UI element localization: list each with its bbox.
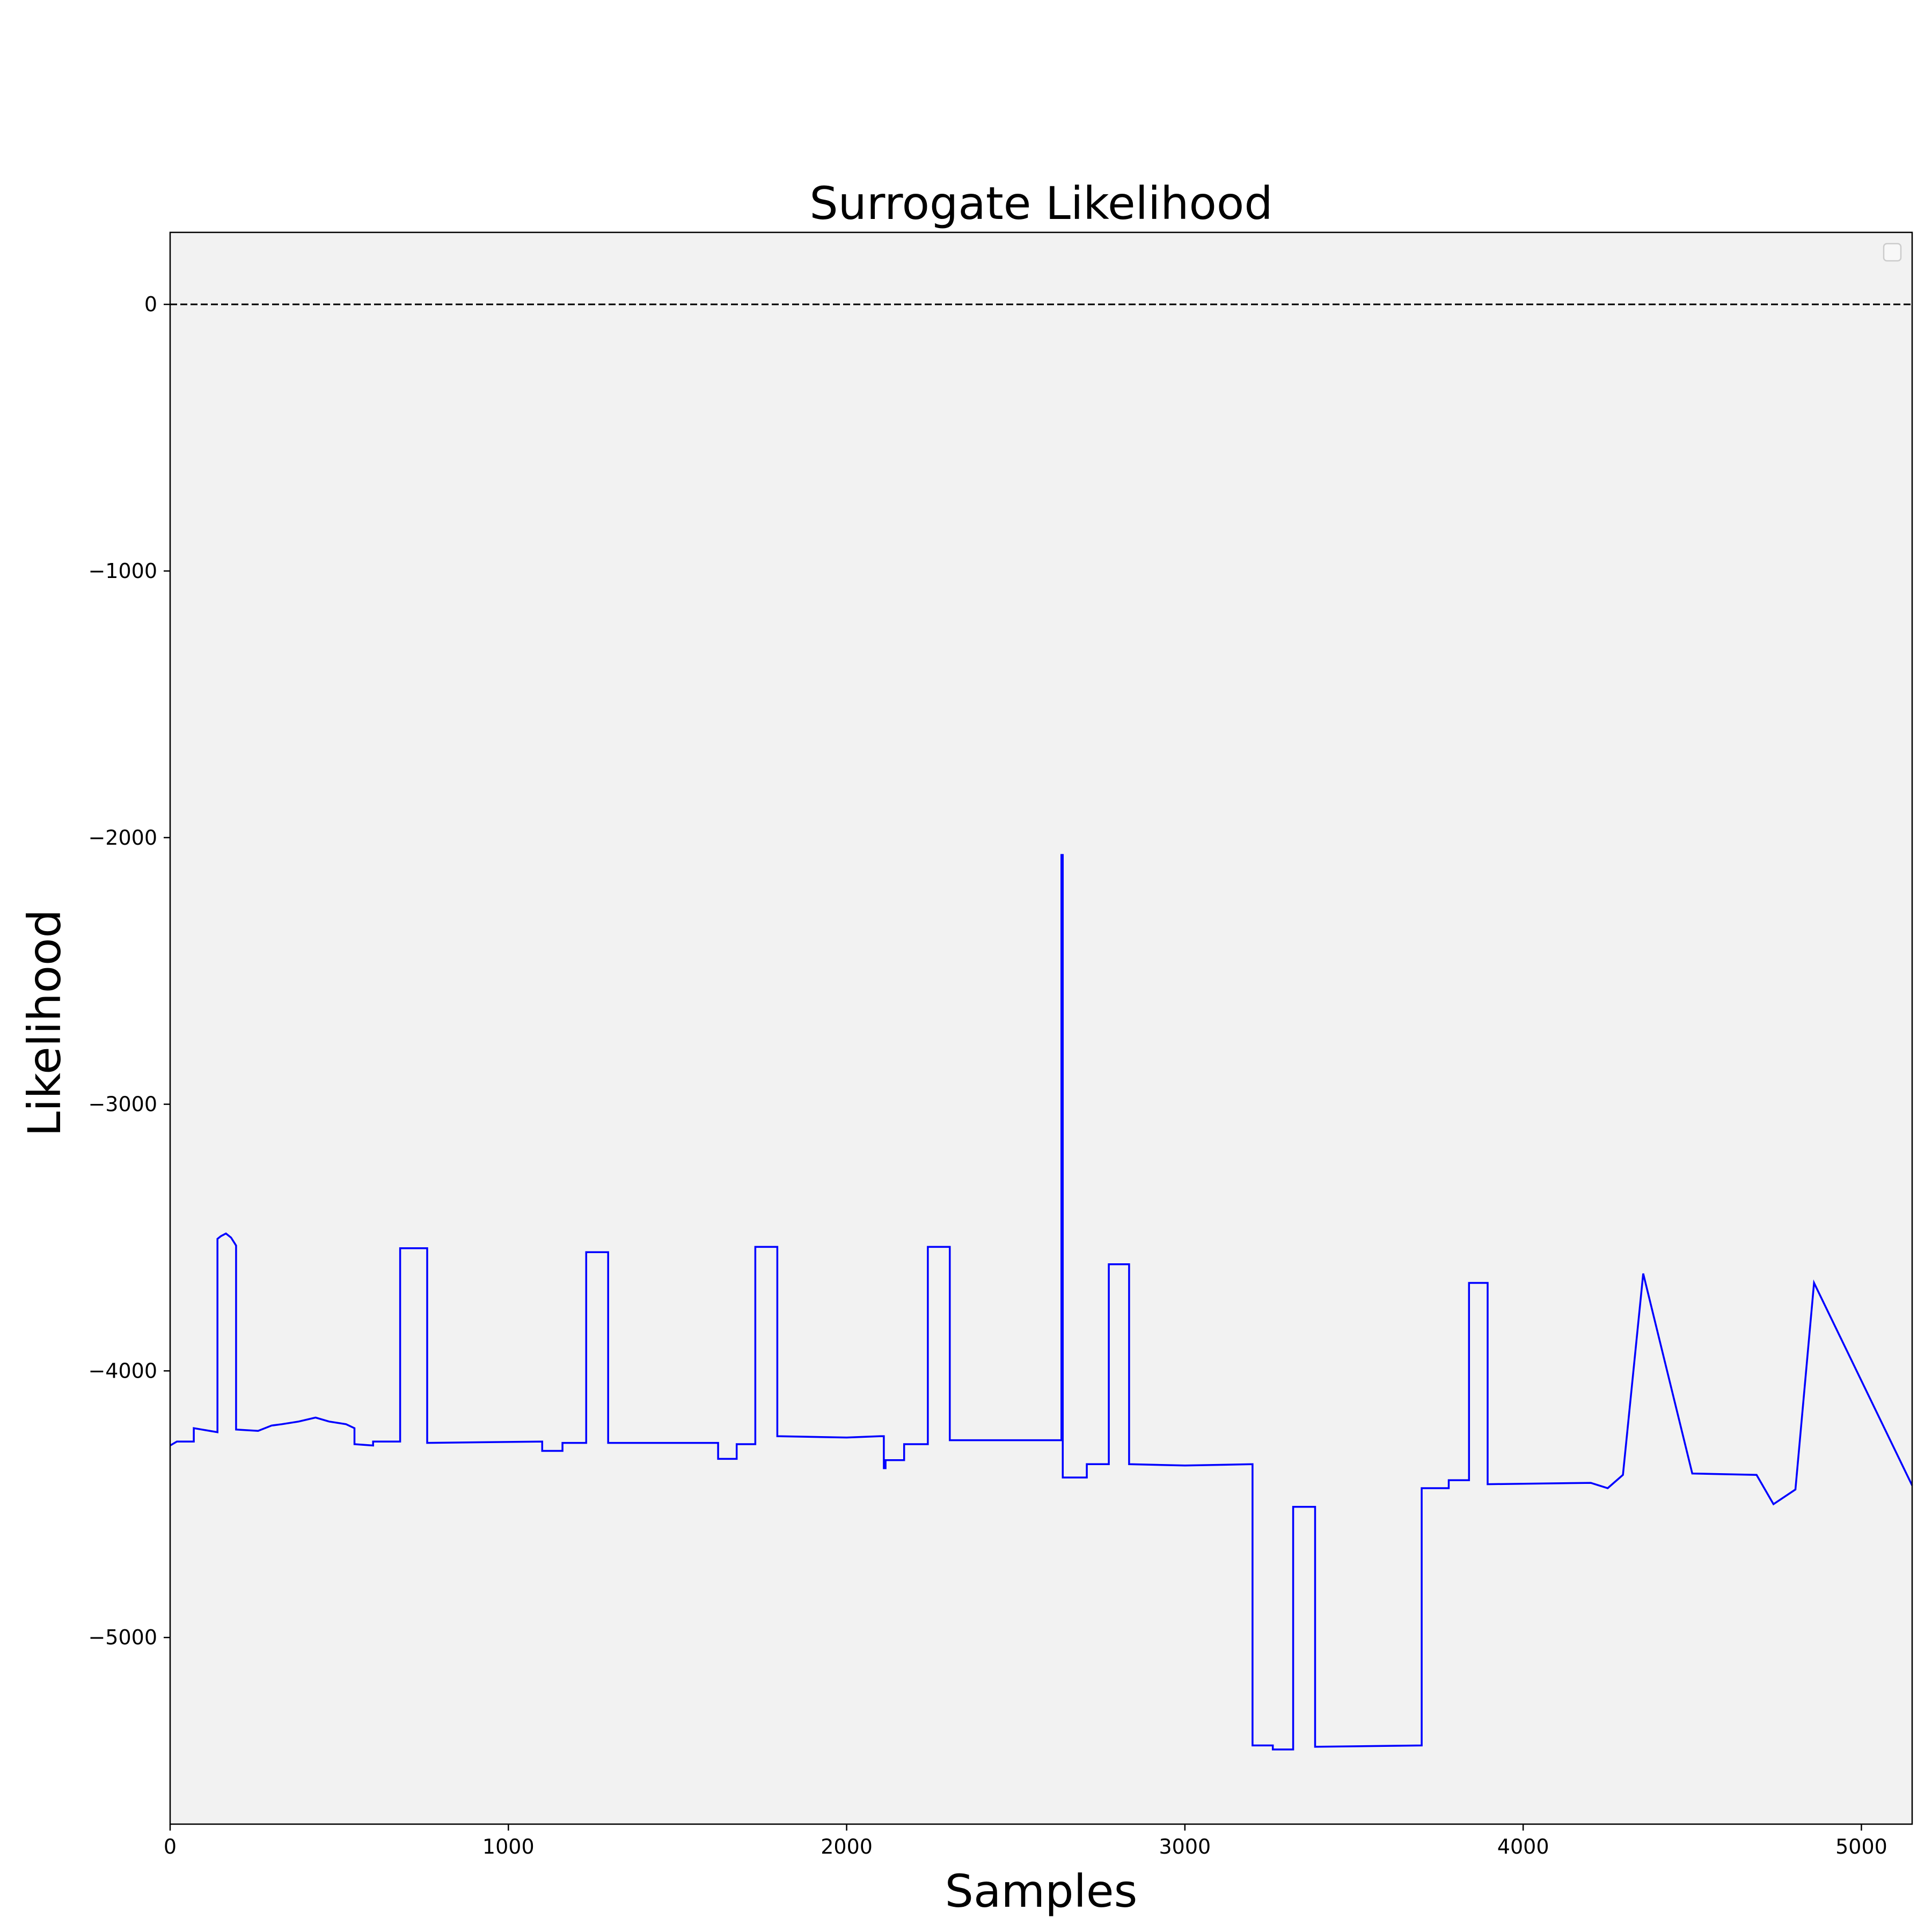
chart-title: Surrogate Likelihood: [809, 177, 1272, 230]
series-line-likelihood: [170, 854, 1913, 1751]
plot-area: [170, 232, 1912, 1824]
legend-box: [1883, 243, 1902, 262]
x-axis-label: Samples: [945, 1865, 1138, 1918]
y-tick-label: −3000: [88, 1093, 157, 1116]
y-tick-label: −4000: [88, 1359, 157, 1382]
y-tick-label: −5000: [88, 1626, 157, 1649]
x-tick-label: 4000: [1497, 1835, 1549, 1858]
y-tick-label: 0: [144, 292, 157, 316]
y-tick-label: −2000: [88, 826, 157, 850]
y-tick-label: −1000: [88, 559, 157, 583]
x-tick-label: 1000: [482, 1835, 535, 1858]
x-tick-label: 0: [164, 1835, 177, 1858]
x-tick-label: 3000: [1159, 1835, 1211, 1858]
x-tick-label: 2000: [821, 1835, 873, 1858]
y-axis-label: Likelihood: [18, 909, 71, 1137]
x-tick-label: 5000: [1835, 1835, 1887, 1858]
plot-frame: [169, 231, 1913, 1825]
